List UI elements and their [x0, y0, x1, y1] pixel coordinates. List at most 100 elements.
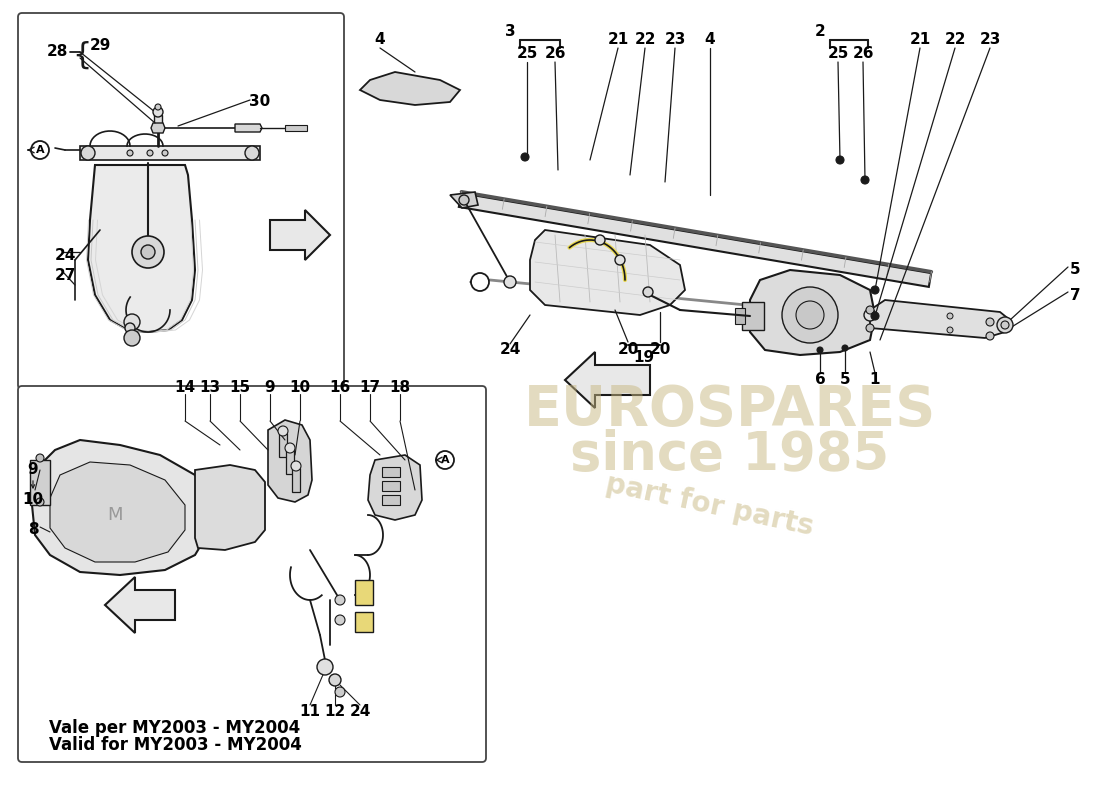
Text: Valid for MY2003 - MY2004: Valid for MY2003 - MY2004 — [48, 736, 301, 754]
Text: 17: 17 — [360, 381, 381, 395]
Circle shape — [124, 330, 140, 346]
Text: part for parts: part for parts — [604, 470, 816, 541]
Text: 26: 26 — [852, 46, 873, 62]
Bar — [382, 467, 400, 477]
Text: 29: 29 — [89, 38, 111, 53]
Circle shape — [126, 150, 133, 156]
Polygon shape — [235, 124, 262, 132]
Polygon shape — [870, 300, 1010, 338]
Polygon shape — [530, 230, 685, 315]
Polygon shape — [450, 192, 478, 208]
Polygon shape — [360, 72, 460, 105]
Text: 7: 7 — [1070, 287, 1080, 302]
Text: 2: 2 — [815, 25, 825, 39]
Text: 15: 15 — [230, 381, 251, 395]
Text: 13: 13 — [199, 381, 221, 395]
Polygon shape — [750, 270, 874, 355]
Text: 12: 12 — [324, 705, 345, 719]
Text: 11: 11 — [299, 705, 320, 719]
Text: 23: 23 — [664, 33, 685, 47]
Bar — [285, 125, 307, 131]
Circle shape — [997, 317, 1013, 333]
Text: 27: 27 — [55, 267, 76, 282]
Circle shape — [871, 312, 879, 320]
Polygon shape — [50, 462, 185, 562]
Circle shape — [436, 451, 454, 469]
Text: since 1985: since 1985 — [571, 429, 890, 481]
Polygon shape — [32, 440, 210, 575]
Text: 20: 20 — [617, 342, 639, 358]
Circle shape — [595, 235, 605, 245]
Polygon shape — [268, 420, 312, 502]
Polygon shape — [80, 146, 260, 160]
Text: 6: 6 — [815, 373, 825, 387]
Bar — [735, 308, 745, 324]
Circle shape — [36, 498, 44, 506]
Text: 14: 14 — [175, 381, 196, 395]
Circle shape — [125, 323, 135, 333]
Circle shape — [336, 595, 345, 605]
Text: 19: 19 — [634, 350, 654, 366]
Polygon shape — [459, 193, 932, 287]
Polygon shape — [151, 123, 165, 133]
Circle shape — [336, 687, 345, 697]
Circle shape — [147, 150, 153, 156]
Bar — [154, 115, 162, 125]
Bar — [292, 468, 300, 492]
Circle shape — [504, 276, 516, 288]
Circle shape — [336, 615, 345, 625]
Circle shape — [285, 443, 295, 453]
Text: 25: 25 — [516, 46, 538, 62]
Text: 28: 28 — [46, 45, 68, 59]
Circle shape — [459, 195, 469, 205]
Text: A: A — [35, 145, 44, 155]
Text: 24: 24 — [55, 247, 76, 262]
Circle shape — [245, 146, 258, 160]
Circle shape — [817, 347, 823, 353]
Bar — [355, 612, 373, 632]
Bar — [30, 460, 50, 505]
Text: 18: 18 — [389, 381, 410, 395]
Circle shape — [132, 236, 164, 268]
Circle shape — [153, 107, 163, 117]
Text: 5: 5 — [839, 373, 850, 387]
Circle shape — [31, 141, 50, 159]
Text: 4: 4 — [375, 33, 385, 47]
Circle shape — [615, 255, 625, 265]
Circle shape — [292, 461, 301, 471]
Circle shape — [644, 287, 653, 297]
Text: M: M — [108, 506, 123, 524]
Circle shape — [141, 245, 155, 259]
Polygon shape — [195, 465, 265, 550]
Circle shape — [861, 176, 869, 184]
Circle shape — [796, 301, 824, 329]
Bar — [382, 481, 400, 491]
Circle shape — [864, 309, 876, 321]
Polygon shape — [368, 455, 422, 520]
Text: 9: 9 — [265, 381, 275, 395]
Bar — [382, 495, 400, 505]
Text: 5: 5 — [1070, 262, 1080, 278]
Bar — [742, 302, 764, 330]
FancyBboxPatch shape — [18, 386, 486, 762]
Circle shape — [81, 146, 95, 160]
Text: 25: 25 — [827, 46, 849, 62]
Text: 4: 4 — [705, 33, 715, 47]
Text: 10: 10 — [22, 493, 44, 507]
Polygon shape — [270, 210, 330, 260]
Text: 22: 22 — [635, 33, 656, 47]
Polygon shape — [565, 352, 650, 408]
Text: 9: 9 — [28, 462, 38, 478]
Circle shape — [866, 324, 874, 332]
Polygon shape — [104, 577, 175, 633]
Circle shape — [871, 286, 879, 294]
Circle shape — [866, 306, 874, 314]
Text: 24: 24 — [350, 705, 371, 719]
Circle shape — [1001, 321, 1009, 329]
Bar — [279, 433, 287, 457]
Text: 26: 26 — [544, 46, 565, 62]
Text: 20: 20 — [649, 342, 671, 358]
Text: 16: 16 — [329, 381, 351, 395]
Circle shape — [278, 426, 288, 436]
Circle shape — [947, 327, 953, 333]
